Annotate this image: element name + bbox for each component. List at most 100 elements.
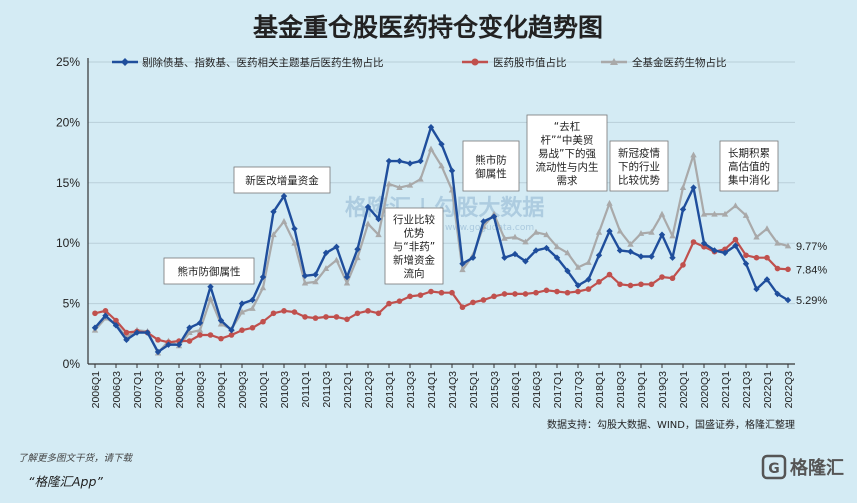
series-3-point [721, 210, 729, 217]
series-1-point [123, 336, 130, 344]
series-1-point [690, 184, 697, 191]
callout-text: 集中消化 [728, 174, 770, 187]
x-tick-label: 2013Q3 [405, 371, 417, 409]
series-3-point [711, 210, 718, 217]
series-2-point [501, 291, 508, 297]
circle-marker-icon [471, 58, 479, 66]
x-tick-label: 2013Q1 [384, 371, 396, 409]
series-3-point [627, 241, 634, 247]
series-3-point [700, 210, 708, 217]
series-1-point [480, 218, 487, 225]
series-1-point [375, 215, 382, 223]
series-3-point [564, 249, 571, 256]
series-2-point [774, 265, 781, 272]
series-3-point [364, 220, 372, 227]
series-2-point [680, 262, 686, 268]
series-1-point [259, 273, 267, 281]
callout-text: 新冠疫情 [618, 147, 660, 160]
series-1-point [522, 258, 529, 265]
x-tick-label: 2017Q1 [552, 371, 564, 409]
callout-text: 优势 [404, 227, 425, 240]
series-3-point [658, 210, 666, 217]
series-2-point [102, 308, 109, 314]
series-1-point [606, 227, 613, 235]
series-2-point [407, 293, 413, 300]
svg-text:G: G [768, 461, 780, 477]
x-tick-label: 2009Q3 [237, 371, 249, 409]
series-2-point [470, 299, 476, 306]
series-2-point [123, 329, 130, 336]
series-1-point [343, 273, 351, 281]
series-2-point [281, 308, 287, 314]
y-tick-label: 20% [56, 115, 80, 129]
series-2-point [386, 300, 392, 307]
x-tick-label: 2008Q1 [174, 371, 186, 409]
y-tick-label: 15% [56, 176, 80, 190]
series-1-point [637, 253, 645, 260]
series-2-point [533, 289, 539, 296]
series-3-point [396, 184, 403, 191]
series-1-point [301, 272, 309, 280]
series-2-point [627, 282, 634, 289]
series-3-point [606, 199, 613, 206]
series-2-point [522, 291, 529, 297]
series-2-point [543, 287, 550, 294]
series-3-point [753, 233, 760, 240]
series-1-point [543, 244, 550, 252]
callout-text: 长期积累 [728, 148, 770, 160]
x-tick-label: 2015Q1 [468, 371, 480, 409]
series-1-point [732, 242, 739, 249]
x-tick-label: 2007Q3 [153, 371, 165, 409]
x-tick-label: 2018Q1 [594, 371, 606, 409]
series-2-point [396, 298, 403, 304]
series-3-point [417, 175, 424, 182]
x-tick-label: 2018Q3 [615, 371, 627, 409]
callout-text: 流动性与内生 [536, 161, 599, 174]
x-tick-label: 2020Q3 [699, 371, 711, 409]
series-1-point [742, 260, 750, 267]
x-tick-label: 2009Q1 [216, 371, 228, 409]
series-3-point [196, 326, 204, 333]
watermark-text: 格隆汇 | 勾股大数据 [345, 195, 544, 221]
series-2-point [312, 315, 319, 321]
series-3-point [427, 145, 435, 152]
x-tick-label: 2019Q3 [657, 371, 669, 409]
series-1-point [154, 348, 162, 356]
legend-item-1: 剔除债基、指数基、医药相关主题基后医药生物占比 [112, 56, 384, 69]
series-3-point [459, 266, 466, 273]
series-3-point [784, 242, 792, 249]
series-1-point [501, 254, 508, 261]
series-3-point [637, 230, 645, 236]
callout-text: “去杠 [554, 120, 581, 133]
series-3-point [522, 238, 529, 245]
brand-name: 格隆汇 [790, 457, 844, 479]
series-1-point [595, 252, 603, 259]
series-2-point [606, 271, 613, 278]
annotation-callout: 新医改增量资金 [233, 166, 331, 194]
series-1-point [774, 290, 781, 298]
callout-text: 御属性 [475, 167, 507, 180]
x-tick-label: 2019Q1 [636, 371, 648, 409]
x-tick-label: 2012Q3 [363, 371, 375, 409]
series-1-point [721, 249, 729, 257]
series-1-point [249, 296, 256, 304]
series-1-point [165, 341, 172, 348]
watermark-url: www.gogudata.com [445, 223, 534, 233]
series-3-point [742, 212, 750, 218]
callout-box [163, 257, 255, 285]
series-2-point [753, 254, 760, 261]
series-3-point [669, 232, 676, 239]
series-1-point [669, 254, 676, 261]
callout-text: 与“非药” [393, 241, 435, 253]
callout-text: 熊市防 [475, 153, 507, 166]
series-2-point [260, 318, 266, 325]
series-3-point [690, 151, 697, 158]
series-1-point [217, 317, 225, 324]
series-3-point [343, 279, 351, 286]
series-1-point [438, 140, 445, 148]
series-2-point [428, 288, 434, 295]
series-3-point [679, 184, 687, 191]
y-tick-label: 5% [63, 297, 81, 311]
